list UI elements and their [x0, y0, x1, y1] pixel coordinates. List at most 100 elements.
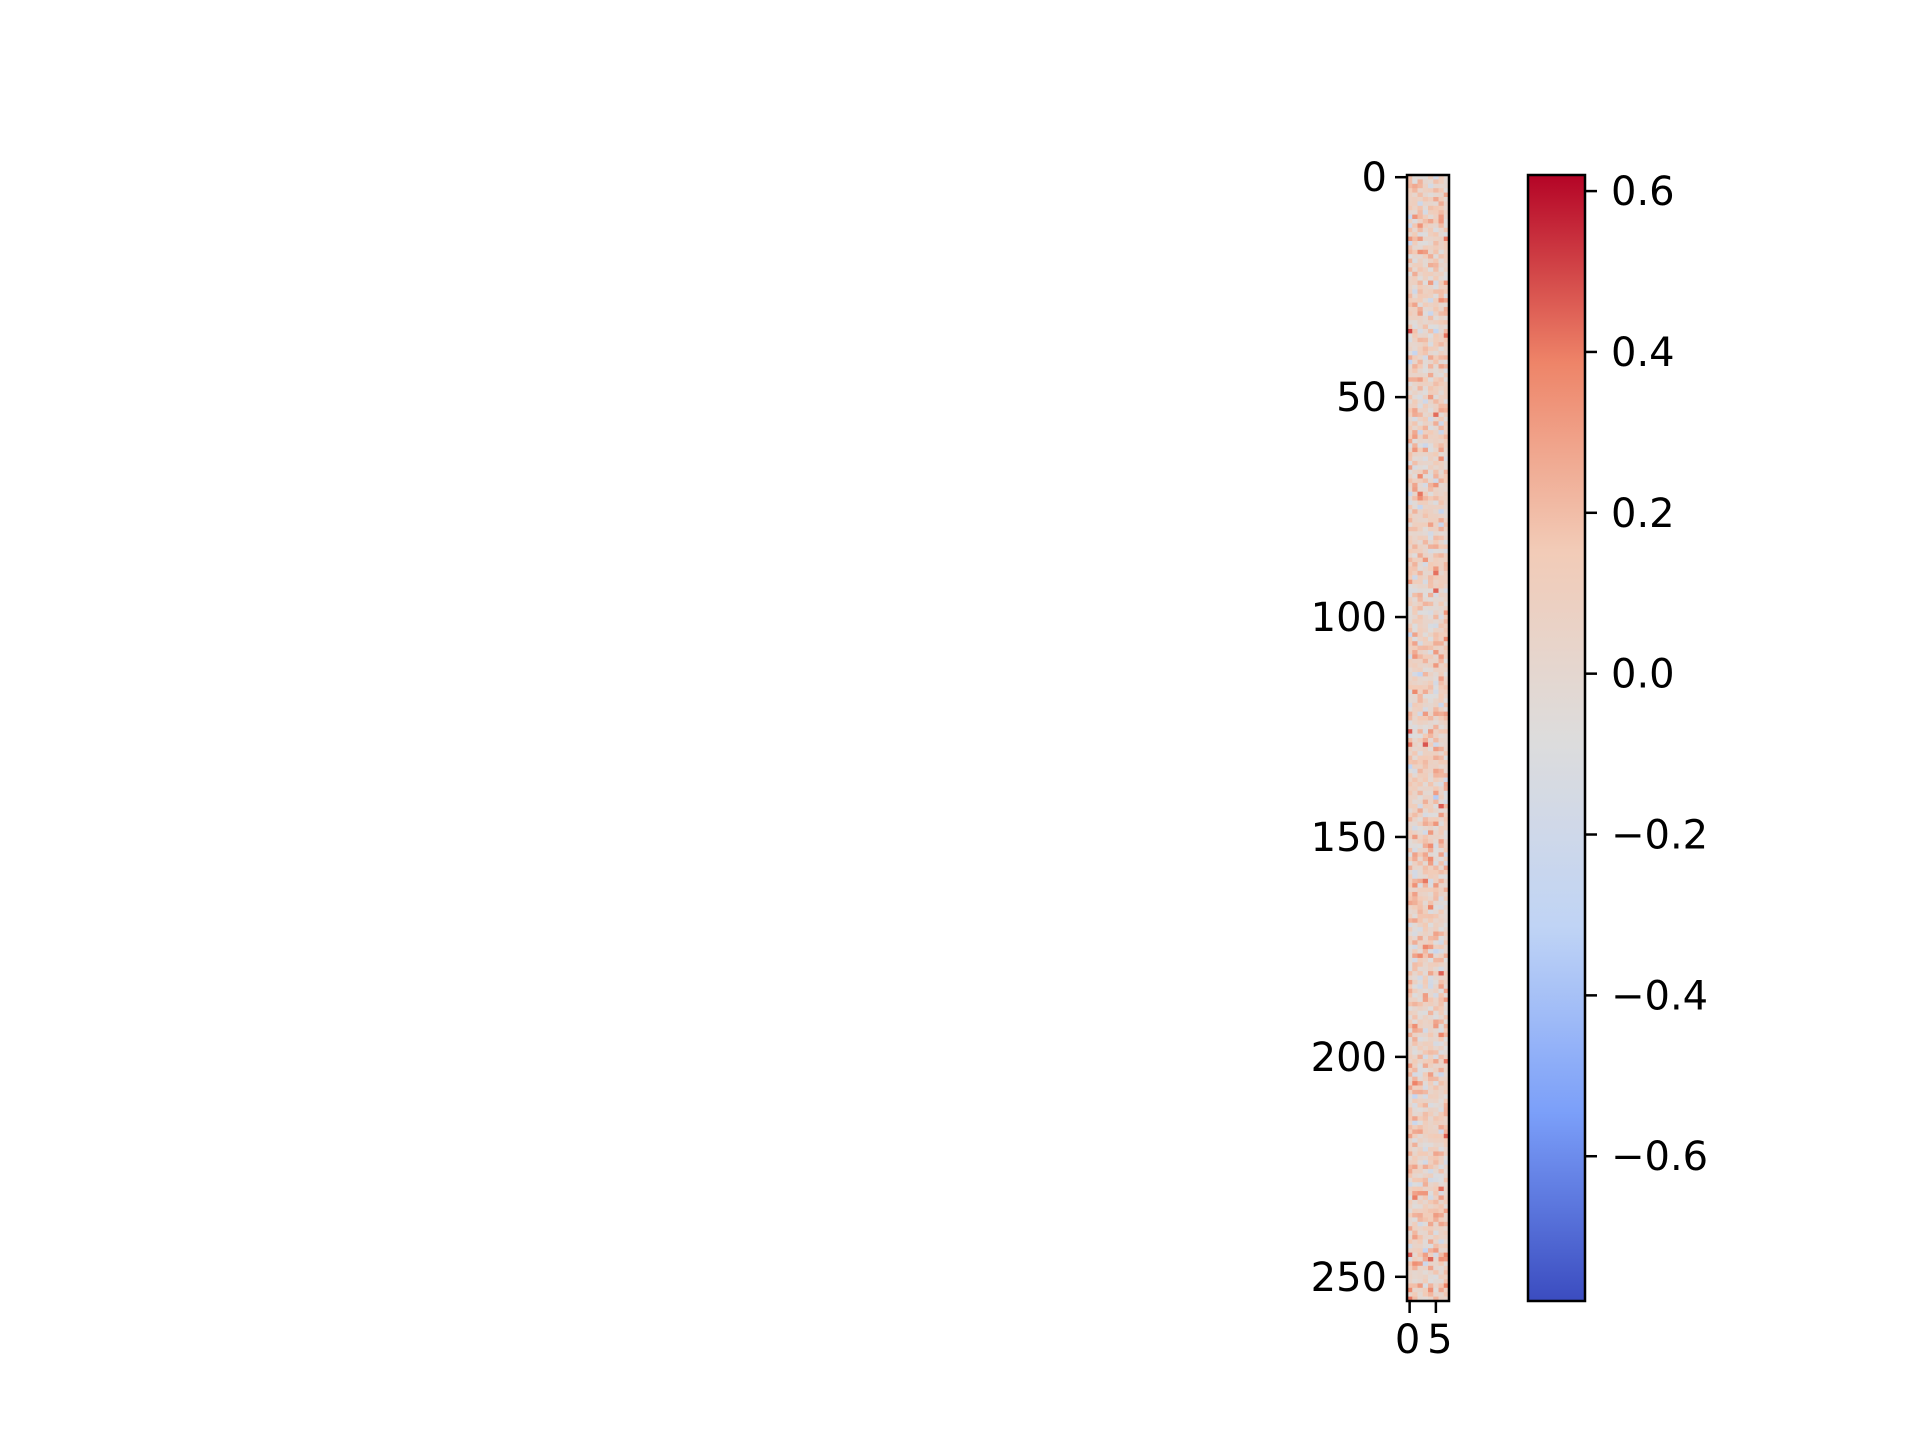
heatmap-cell: [1438, 408, 1445, 413]
heatmap-cell: [1443, 716, 1450, 721]
heatmap-cell: [1443, 685, 1450, 690]
heatmap-cell: [1438, 724, 1445, 730]
heatmap-cell: [1433, 562, 1439, 567]
heatmap-cell: [1417, 399, 1424, 405]
heatmap-cell: [1433, 1169, 1439, 1174]
heatmap-cell: [1417, 878, 1424, 884]
heatmap-cell: [1422, 887, 1429, 893]
heatmap-cell: [1422, 975, 1429, 981]
heatmap-cell: [1407, 1023, 1413, 1029]
heatmap-cell: [1433, 724, 1439, 730]
heatmap-cell: [1417, 1116, 1424, 1122]
heatmap-cell: [1428, 1160, 1434, 1165]
heatmap-cell: [1443, 689, 1450, 695]
heatmap-cell: [1412, 913, 1418, 919]
heatmap-cell: [1417, 949, 1424, 954]
heatmap-cell: [1412, 689, 1418, 695]
heatmap-cell: [1428, 456, 1434, 462]
heatmap-cell: [1412, 720, 1418, 726]
heatmap-cell: [1422, 320, 1429, 325]
heatmap-cell: [1438, 825, 1445, 831]
heatmap-cell: [1407, 535, 1413, 541]
heatmap-cell: [1428, 746, 1434, 752]
heatmap-cell: [1422, 1274, 1429, 1280]
heatmap-cell: [1407, 337, 1413, 343]
heatmap-cell: [1438, 922, 1445, 928]
heatmap-cell: [1443, 1072, 1450, 1078]
heatmap-cell: [1412, 1076, 1418, 1082]
heatmap-cell: [1443, 196, 1450, 202]
heatmap-cell: [1422, 553, 1429, 559]
heatmap-cell: [1417, 861, 1424, 866]
heatmap-cell: [1422, 720, 1429, 726]
heatmap-cell: [1422, 663, 1429, 668]
heatmap-cell: [1407, 1182, 1413, 1187]
heatmap-cell: [1417, 803, 1424, 809]
heatmap-cell: [1433, 350, 1439, 356]
heatmap-cell: [1407, 632, 1413, 638]
heatmap-cell: [1407, 922, 1413, 928]
heatmap-cell: [1443, 1111, 1450, 1117]
heatmap-cell: [1433, 284, 1439, 290]
heatmap-cell: [1417, 1169, 1424, 1174]
heatmap-cell: [1412, 1032, 1418, 1038]
heatmap-cell: [1428, 1072, 1434, 1078]
heatmap-cell: [1417, 944, 1424, 950]
heatmap-cell: [1422, 386, 1429, 391]
heatmap-cell: [1412, 350, 1418, 356]
heatmap-cell: [1412, 1279, 1418, 1284]
colorbar-tick-label: 0.4: [1611, 330, 1675, 376]
heatmap-cell: [1428, 232, 1434, 237]
heatmap-cell: [1412, 364, 1418, 369]
heatmap-cell: [1443, 531, 1450, 537]
heatmap-cell: [1428, 1098, 1434, 1104]
heatmap-cell: [1412, 342, 1418, 347]
heatmap-cell: [1417, 364, 1424, 369]
heatmap-cell: [1428, 909, 1434, 915]
heatmap-cell: [1438, 355, 1445, 361]
heatmap-cell: [1417, 724, 1424, 730]
heatmap-cell: [1438, 654, 1445, 660]
heatmap-cell: [1417, 843, 1424, 849]
heatmap-cell: [1433, 557, 1439, 563]
heatmap-cell: [1433, 1213, 1439, 1218]
heatmap-cell: [1428, 979, 1434, 985]
heatmap-cell: [1407, 1001, 1413, 1007]
heatmap-cell: [1407, 192, 1413, 198]
heatmap-cell: [1407, 526, 1413, 532]
heatmap-cell: [1422, 628, 1429, 633]
heatmap-cell: [1407, 575, 1413, 581]
heatmap-cell: [1433, 1059, 1439, 1064]
heatmap-cell: [1407, 408, 1413, 413]
heatmap-cell: [1412, 764, 1418, 770]
heatmap-cell: [1438, 667, 1445, 673]
heatmap-cell: [1443, 997, 1450, 1003]
heatmap-cell: [1417, 1050, 1424, 1056]
heatmap-cell: [1412, 1138, 1418, 1144]
heatmap-cell: [1412, 1257, 1418, 1262]
heatmap-cell: [1443, 817, 1450, 822]
heatmap-cell: [1407, 460, 1413, 466]
heatmap-cell: [1407, 245, 1413, 251]
heatmap-cell: [1407, 175, 1413, 180]
heatmap-cell: [1428, 425, 1434, 431]
heatmap-cell: [1417, 548, 1424, 554]
heatmap-cell: [1443, 518, 1450, 523]
heatmap-cell: [1433, 535, 1439, 541]
heatmap-cell: [1412, 1041, 1418, 1047]
heatmap-cell: [1428, 284, 1434, 290]
heatmap-cell: [1412, 993, 1418, 998]
heatmap-cell: [1422, 289, 1429, 295]
heatmap-cell: [1417, 707, 1424, 712]
heatmap-cell: [1407, 1164, 1413, 1170]
heatmap-cell: [1422, 1103, 1429, 1108]
heatmap-cell: [1433, 610, 1439, 616]
heatmap-cell: [1428, 478, 1434, 484]
heatmap-cell: [1412, 205, 1418, 211]
heatmap-cell: [1433, 852, 1439, 858]
heatmap-cell: [1443, 847, 1450, 853]
heatmap-cell: [1443, 768, 1450, 774]
heatmap-cell: [1428, 1085, 1434, 1091]
heatmap-cell: [1438, 1217, 1445, 1223]
heatmap-cell: [1438, 452, 1445, 457]
